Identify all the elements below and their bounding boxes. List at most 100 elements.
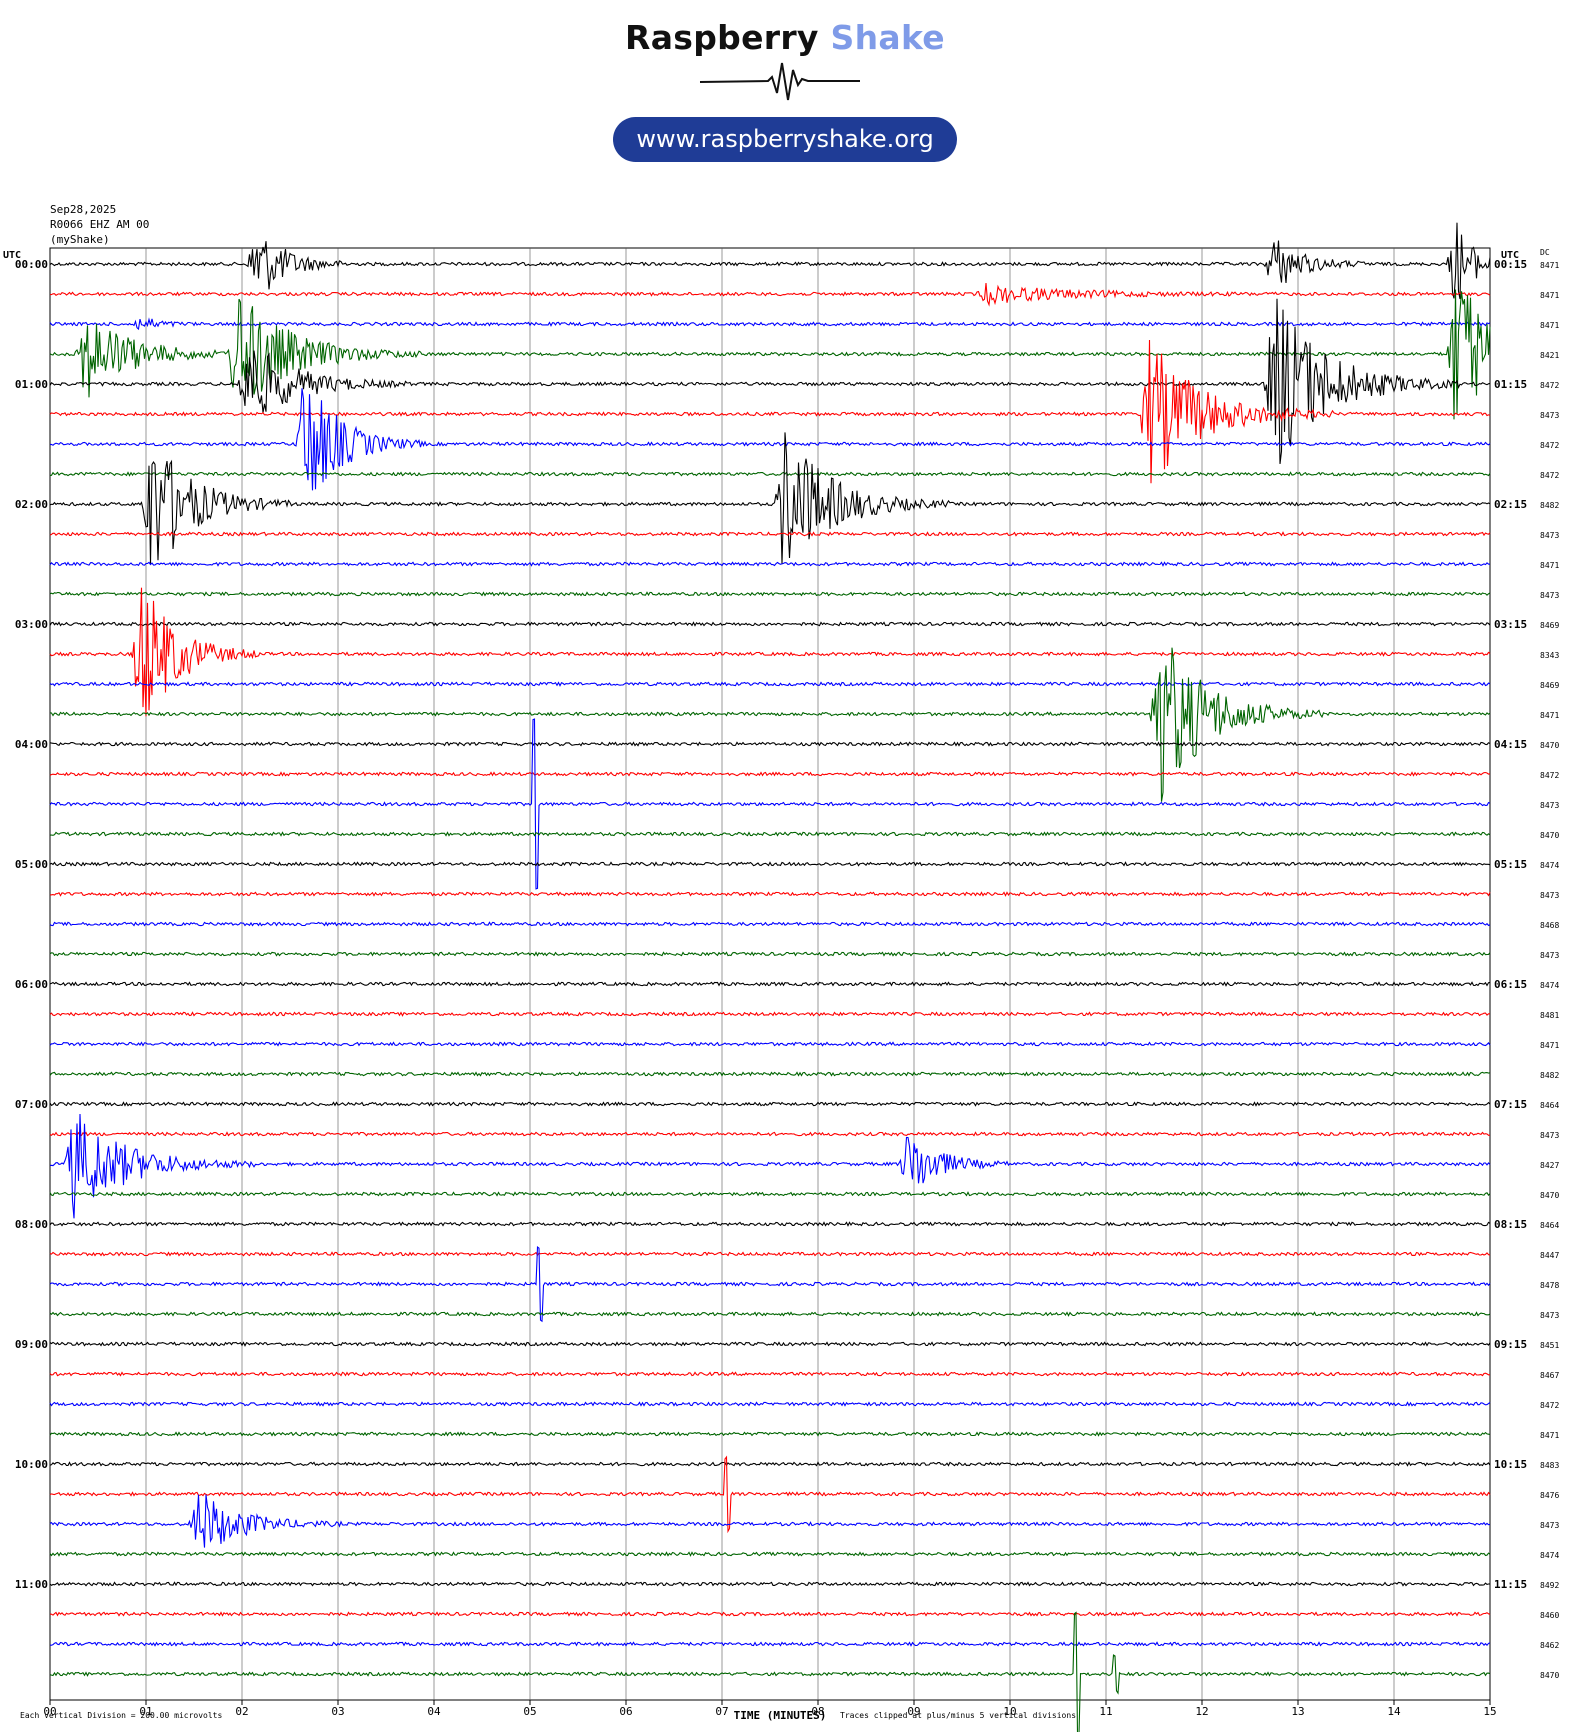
dc-value-label: 8470 [1540, 1671, 1559, 1680]
hour-label-right: 03:15 [1494, 618, 1527, 631]
left-axis-title: UTC [3, 250, 21, 261]
hour-label-right: 05:15 [1494, 858, 1527, 871]
hour-label-right: 07:15 [1494, 1098, 1527, 1111]
trace-row-9 [49, 531, 1491, 537]
dc-value-label: 8473 [1540, 1521, 1559, 1530]
dc-value-label: 8471 [1540, 261, 1559, 270]
x-tick-label: 03 [331, 1705, 344, 1718]
trace-row-0 [49, 222, 1491, 300]
website-url-badge[interactable]: www.raspberryshake.org [613, 117, 957, 162]
dc-value-label: 8469 [1540, 681, 1559, 690]
x-tick-label: 08 [811, 1705, 824, 1718]
dc-value-label: 8470 [1540, 1191, 1559, 1200]
trace-row-39 [49, 1431, 1491, 1437]
hour-label-left: 06:00 [15, 978, 48, 991]
footer-clipping-note: Traces clipped at plus/minus 5 vertical … [840, 1711, 1076, 1720]
hour-label-right: 08:15 [1494, 1218, 1527, 1231]
hour-label-left: 10:00 [15, 1458, 48, 1471]
trace-row-43 [49, 1551, 1491, 1557]
plot-frame [49, 247, 1491, 1701]
dc-value-label: 8471 [1540, 321, 1559, 330]
trace-row-4 [49, 298, 1491, 464]
station-label: R0066 EHZ AM 00 [50, 218, 150, 231]
hour-label-right: 11:15 [1494, 1578, 1527, 1591]
brand-title: Raspberry Shake [0, 18, 1570, 57]
trace-row-29 [49, 1131, 1491, 1137]
dc-value-label: 8474 [1540, 1551, 1559, 1560]
dc-value-label: 8469 [1540, 621, 1559, 630]
dc-value-label: 8481 [1540, 1011, 1559, 1020]
brand-name-part2: Shake [830, 18, 945, 57]
dc-value-label: 8474 [1540, 981, 1559, 990]
date-label: Sep28,2025 [50, 203, 117, 216]
trace-row-26 [49, 1041, 1491, 1047]
trace-row-27 [49, 1071, 1491, 1077]
dc-value-label: 8473 [1540, 411, 1559, 420]
trace-row-20 [49, 861, 1491, 867]
trace-row-1 [49, 283, 1491, 307]
trace-row-42 [49, 1494, 1491, 1548]
trace-row-32 [49, 1221, 1491, 1227]
trace-row-19 [49, 831, 1491, 837]
dc-value-label: 8427 [1540, 1161, 1559, 1170]
trace-row-23 [49, 951, 1491, 957]
x-tick-label: 12 [1195, 1705, 1208, 1718]
x-tick-label: 05 [523, 1705, 536, 1718]
dc-value-label: 8471 [1540, 561, 1559, 570]
trace-row-2 [49, 317, 1491, 331]
hour-label-left: 11:00 [15, 1578, 48, 1591]
hour-label-right: 09:15 [1494, 1338, 1527, 1351]
dc-value-label: 8464 [1540, 1101, 1559, 1110]
dc-value-label: 8471 [1540, 1041, 1559, 1050]
dc-value-label: 8460 [1540, 1611, 1559, 1620]
trace-row-8 [49, 432, 1491, 565]
trace-row-47 [49, 1611, 1491, 1732]
hour-label-left: 03:00 [15, 618, 48, 631]
hour-label-left: 05:00 [15, 858, 48, 871]
dc-value-label: 8471 [1540, 711, 1559, 720]
hour-label-left: 00:00 [15, 258, 48, 271]
dc-value-label: 8472 [1540, 381, 1559, 390]
hour-label-left: 04:00 [15, 738, 48, 751]
hour-label-left: 09:00 [15, 1338, 48, 1351]
dc-value-label: 8471 [1540, 1431, 1559, 1440]
brand-name-part1: Raspberry [625, 18, 819, 57]
raspberry-shake-logo: Raspberry Shake www.raspberryshake.org [0, 0, 1570, 190]
hour-label-right: 06:15 [1494, 978, 1527, 991]
seismic-wave-logo-icon [699, 62, 860, 101]
footer-vertical-division-note: Each Vertical Division = 200.00 microvol… [20, 1711, 222, 1720]
dc-value-label: 8472 [1540, 1401, 1559, 1410]
trace-row-10 [49, 561, 1491, 567]
trace-row-17 [49, 771, 1491, 777]
trace-row-21 [49, 891, 1491, 897]
dc-value-label: 8451 [1540, 1341, 1559, 1350]
trace-row-31 [49, 1191, 1491, 1197]
x-tick-label: 13 [1291, 1705, 1304, 1718]
dc-value-label: 8478 [1540, 1281, 1559, 1290]
dc-value-label: 8473 [1540, 1311, 1559, 1320]
trace-row-36 [49, 1341, 1491, 1347]
dc-value-label: 8472 [1540, 471, 1559, 480]
hour-label-left: 07:00 [15, 1098, 48, 1111]
dc-value-label: 8472 [1540, 771, 1559, 780]
station-header: Sep28,2025 R0066 EHZ AM 00 (myShake) [50, 202, 149, 247]
dc-value-label: 8464 [1540, 1221, 1559, 1230]
dc-value-label: 8471 [1540, 291, 1559, 300]
trace-row-15 [49, 647, 1491, 802]
x-tick-label: 09 [907, 1705, 920, 1718]
dc-value-label: 8470 [1540, 831, 1559, 840]
x-tick-label: 04 [427, 1705, 441, 1718]
dc-value-label: 8468 [1540, 921, 1559, 930]
right-axis-title: UTC [1501, 250, 1519, 261]
dc-value-label: 8467 [1540, 1371, 1559, 1380]
x-tick-label: 14 [1387, 1705, 1401, 1718]
dc-value-label: 8462 [1540, 1641, 1559, 1650]
trace-row-22 [49, 921, 1491, 927]
dc-value-label: 8474 [1540, 861, 1559, 870]
dc-value-label: 8472 [1540, 441, 1559, 450]
x-tick-label: 10 [1003, 1705, 1016, 1718]
trace-row-34 [49, 1246, 1491, 1323]
dc-value-label: 8473 [1540, 891, 1559, 900]
trace-row-3 [49, 289, 1491, 420]
